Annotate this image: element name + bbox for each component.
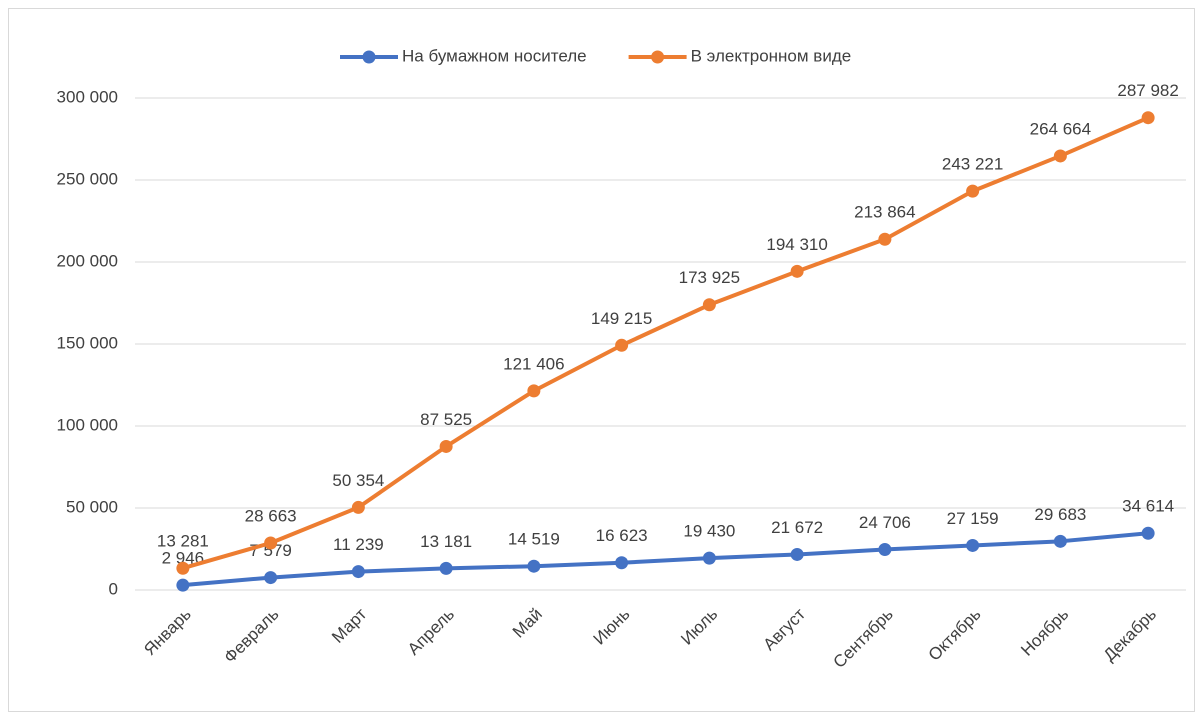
data-point: [702, 551, 716, 565]
data-label: 16 623: [596, 526, 648, 545]
data-label: 121 406: [503, 354, 564, 373]
data-point: [790, 547, 804, 561]
data-label: 2 946: [162, 549, 205, 568]
data-label: 149 215: [591, 309, 652, 328]
data-label: 34 614: [1122, 497, 1174, 516]
legend-marker: [362, 50, 376, 64]
data-label: 13 281: [157, 532, 209, 551]
data-point: [176, 561, 190, 575]
data-point: [264, 536, 278, 550]
data-label: 21 672: [771, 518, 823, 537]
data-label: 287 982: [1117, 81, 1178, 100]
data-label: 243 221: [942, 155, 1003, 174]
data-label: 194 310: [766, 235, 827, 254]
data-label: 29 683: [1034, 505, 1086, 524]
y-tick-label: 300 000: [57, 87, 118, 106]
data-point: [1053, 534, 1067, 548]
data-label: 27 159: [947, 509, 999, 528]
data-label: 11 239: [333, 535, 384, 554]
y-tick-label: 200 000: [57, 251, 118, 270]
series-line: [180, 115, 1151, 571]
data-point: [527, 559, 541, 573]
legend-marker: [651, 50, 665, 64]
legend-label: На бумажном носителе: [402, 46, 587, 65]
data-point: [615, 556, 629, 570]
data-point: [264, 571, 278, 585]
y-tick-label: 150 000: [57, 333, 118, 352]
data-point: [966, 538, 980, 552]
data-point: [1053, 149, 1067, 163]
data-point: [351, 500, 365, 514]
data-label: 19 430: [683, 522, 735, 541]
data-point: [351, 565, 365, 579]
data-label: 264 664: [1030, 119, 1091, 138]
y-tick-label: 0: [109, 579, 118, 598]
data-label: 28 663: [245, 506, 297, 525]
y-tick-label: 100 000: [57, 415, 118, 434]
data-point: [439, 561, 453, 575]
data-point: [176, 578, 190, 592]
data-label: 87 525: [420, 410, 472, 429]
data-label: 13 181: [420, 532, 472, 551]
data-point: [1141, 111, 1155, 125]
y-tick-label: 250 000: [57, 169, 118, 188]
data-point: [878, 232, 892, 246]
data-label: 213 864: [854, 203, 915, 222]
data-point: [615, 338, 629, 352]
chart-border: [8, 8, 1195, 712]
data-point: [790, 264, 804, 278]
data-point: [966, 184, 980, 198]
data-point: [1141, 526, 1155, 540]
legend-label: В электронном виде: [691, 46, 852, 65]
data-label: 24 706: [859, 513, 911, 532]
data-point: [702, 298, 716, 312]
series-line: [180, 531, 1151, 588]
data-point: [878, 542, 892, 556]
data-label: 173 925: [679, 268, 740, 287]
y-tick-label: 50 000: [66, 497, 118, 516]
data-label: 14 519: [508, 530, 560, 549]
data-point: [527, 384, 541, 398]
data-label: 50 354: [332, 471, 384, 490]
data-point: [439, 439, 453, 453]
